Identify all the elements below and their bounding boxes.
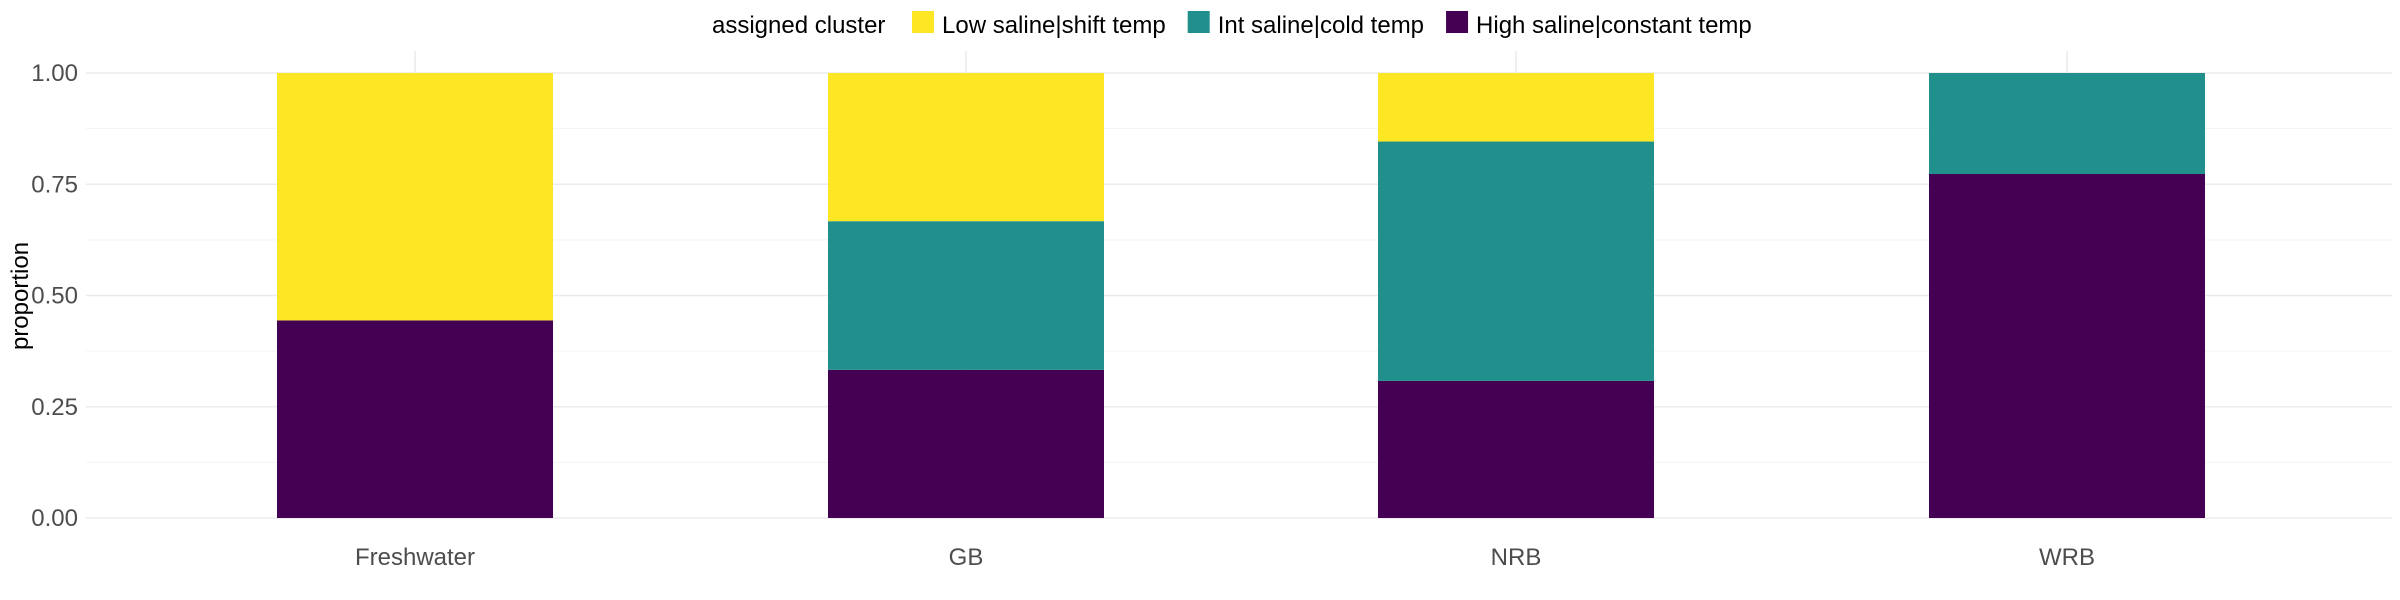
bar-segment-nrb-int-saline-cold-temp bbox=[1378, 141, 1654, 381]
y-axis-title: proportion bbox=[7, 242, 34, 350]
bar-segment-wrb-int-saline-cold-temp bbox=[1929, 73, 2205, 175]
bar-segment-freshwater-high-saline-constant-temp bbox=[277, 320, 553, 518]
x-axis: Freshwater GB NRB WRB bbox=[355, 544, 2095, 571]
x-tick-label: WRB bbox=[2039, 544, 2095, 571]
legend-swatch bbox=[1187, 11, 1210, 33]
bar-segment-gb-low-saline-shift-temp bbox=[828, 73, 1104, 222]
legend: assigned cluster Low saline|shift temp In… bbox=[712, 11, 1752, 39]
y-tick-label: 0.50 bbox=[31, 283, 78, 310]
bar-segment-wrb-high-saline-constant-temp bbox=[1929, 174, 2205, 518]
legend-swatch bbox=[1446, 11, 1469, 33]
legend-swatch bbox=[912, 11, 934, 33]
legend-label: Int saline|cold temp bbox=[1218, 12, 1424, 39]
legend-label: Low saline|shift temp bbox=[942, 12, 1166, 39]
x-tick-label: NRB bbox=[1491, 544, 1542, 571]
bar-segment-gb-int-saline-cold-temp bbox=[828, 221, 1104, 370]
x-tick-label: Freshwater bbox=[355, 544, 475, 571]
bar-segment-gb-high-saline-constant-temp bbox=[828, 369, 1104, 518]
y-tick-label: 0.75 bbox=[31, 171, 78, 198]
x-tick-label: GB bbox=[949, 544, 984, 571]
y-tick-label: 1.00 bbox=[31, 60, 78, 87]
bar-segment-freshwater-low-saline-shift-temp bbox=[277, 73, 553, 321]
bars-layer bbox=[277, 73, 2205, 518]
bar-segment-nrb-high-saline-constant-temp bbox=[1378, 380, 1654, 518]
y-tick-label: 0.25 bbox=[31, 394, 78, 421]
bar-segment-nrb-low-saline-shift-temp bbox=[1378, 73, 1654, 142]
legend-title: assigned cluster bbox=[712, 12, 885, 39]
y-axis: 0.00 0.25 0.50 0.75 1.00 bbox=[31, 60, 78, 532]
legend-label: High saline|constant temp bbox=[1476, 12, 1752, 39]
y-tick-label: 0.00 bbox=[31, 505, 78, 532]
